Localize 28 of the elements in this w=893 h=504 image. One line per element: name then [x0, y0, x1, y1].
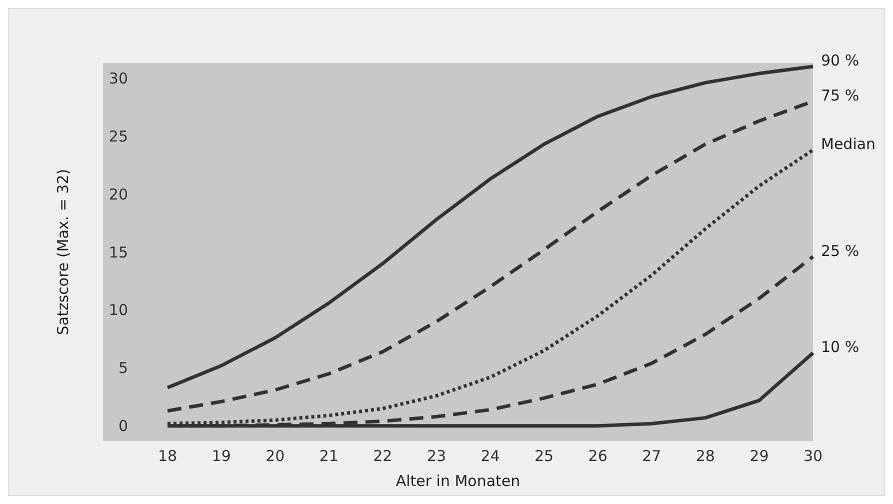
series-label: Median: [821, 135, 876, 154]
x-tick-label: 19: [212, 447, 231, 465]
series-label: 10 %: [821, 338, 860, 356]
x-tick-label: 20: [266, 447, 285, 465]
y-tick-label: 0: [118, 417, 128, 436]
x-tick-label: 23: [426, 447, 446, 465]
x-tick-label: 22: [373, 447, 392, 465]
y-axis-title: Satzscore (Max. = 32): [54, 168, 72, 336]
y-tick-label: 15: [108, 243, 128, 262]
y-tick-label: 20: [108, 185, 128, 204]
series-label: 75 %: [821, 86, 860, 105]
x-tick-label: 29: [750, 447, 769, 465]
x-tick-label: 27: [642, 447, 662, 465]
y-tick-label: 30: [108, 69, 128, 88]
x-tick-label: 26: [588, 447, 608, 465]
y-tick-label: 5: [118, 359, 128, 378]
series-label: 90 %: [821, 52, 860, 70]
x-tick-label: 30: [803, 447, 823, 465]
y-tick-label: 25: [108, 127, 128, 146]
series-label: 25 %: [821, 242, 860, 260]
x-tick-label: 28: [696, 447, 715, 465]
x-axis-title: Alter in Monaten: [396, 472, 520, 490]
x-tick-label: 21: [319, 447, 338, 465]
y-tick-label: 10: [108, 301, 128, 320]
line-series: [166, 64, 815, 390]
x-tick-label: 24: [480, 447, 500, 465]
x-tick-label: 25: [534, 447, 554, 465]
x-tick-label: 18: [158, 447, 178, 465]
